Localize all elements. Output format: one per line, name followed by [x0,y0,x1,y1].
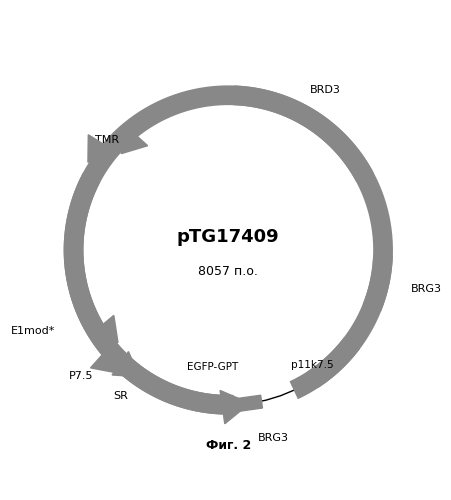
Text: p11k7.5: p11k7.5 [291,360,333,370]
Polygon shape [64,172,223,414]
Polygon shape [112,352,139,377]
Polygon shape [363,255,393,312]
Text: BRD3: BRD3 [310,85,341,95]
Text: E1mod*: E1mod* [10,326,55,336]
Polygon shape [88,135,113,162]
Polygon shape [237,395,262,411]
Text: 8057 п.о.: 8057 п.о. [198,265,258,278]
Text: Фиг. 2: Фиг. 2 [206,439,251,452]
Text: TMR: TMR [95,136,120,145]
Text: SR: SR [113,390,128,400]
Polygon shape [64,86,393,414]
Polygon shape [307,337,360,388]
Polygon shape [92,316,118,342]
Polygon shape [220,390,250,424]
Text: BRG3: BRG3 [258,433,290,443]
Polygon shape [91,346,118,373]
Text: BRG3: BRG3 [411,284,442,294]
Text: pTG17409: pTG17409 [177,228,280,246]
Text: P7.5: P7.5 [69,371,93,381]
Polygon shape [233,86,374,182]
Text: EGFP-GPT: EGFP-GPT [187,362,238,372]
Polygon shape [121,126,147,154]
